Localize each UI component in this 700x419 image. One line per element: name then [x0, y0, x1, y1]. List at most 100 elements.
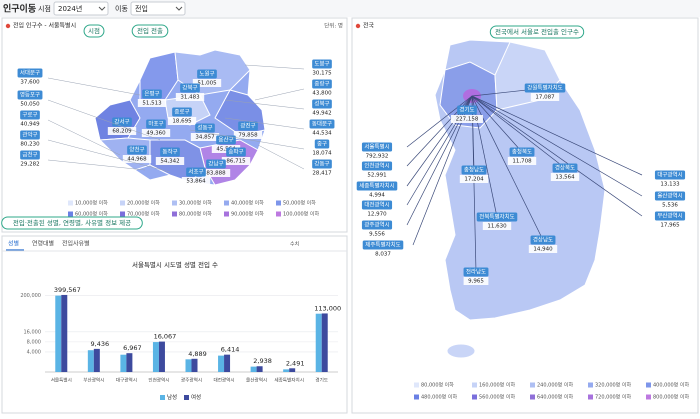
label-name: 도봉구 — [314, 61, 329, 68]
annotation-bubble — [1, 216, 143, 230]
bar — [152, 342, 159, 372]
label-name-bg — [312, 159, 332, 169]
x-tick-label: 경기도 — [315, 377, 328, 384]
label-name: 강동구 — [314, 161, 329, 168]
total-label: 2,938 — [253, 357, 272, 365]
label-value: 18,074 — [312, 151, 332, 157]
y-tick-label: 8,000 — [27, 339, 41, 345]
annotation-text: 전입 전출 — [137, 26, 163, 35]
tab[interactable]: 성별 — [8, 240, 19, 248]
label-name-bg — [216, 135, 236, 145]
label-name: 구로구 — [22, 112, 37, 119]
label-name: 중랑구 — [314, 81, 329, 88]
label-value-bg — [190, 133, 220, 141]
label-value-bg — [507, 157, 537, 165]
leader-line — [224, 117, 305, 130]
label-value: 12,970 — [367, 212, 387, 218]
label-name-bg — [362, 240, 404, 250]
label-name: 세종특별자치시 — [359, 182, 394, 190]
dropdown-arrow — [175, 6, 183, 11]
label-value-bg — [201, 169, 231, 177]
bar — [93, 348, 100, 372]
label-value-bg — [221, 157, 251, 165]
x-tick-label: 대전광역시 — [213, 377, 234, 384]
label-value: 30,175 — [312, 71, 332, 77]
bar — [87, 350, 94, 372]
pin-icon — [355, 23, 361, 29]
label-value-bg — [122, 155, 152, 163]
label-name: 광주광역시 — [364, 221, 389, 229]
leader-line — [47, 159, 146, 171]
flow-arrow — [471, 95, 566, 169]
total-label: 16,067 — [154, 333, 177, 341]
label-name: 경상남도 — [533, 236, 553, 244]
legend-swatch — [276, 200, 281, 206]
legend-label: 100,000명 이하 — [283, 211, 319, 218]
label-name: 송파구 — [228, 148, 243, 156]
y-tick-label: 4,000 — [27, 349, 41, 355]
label-name-bg — [463, 267, 489, 277]
label-value-bg — [15, 120, 45, 128]
legend-label: 50,000명 이하 — [283, 200, 316, 207]
label-name: 중구 — [317, 141, 327, 148]
label-value: 51,005 — [197, 81, 217, 87]
label-name-bg — [361, 161, 393, 171]
label-value-bg — [167, 117, 197, 125]
annotation-bubble — [83, 24, 105, 38]
label-name-bg — [312, 79, 332, 89]
label-value: 44,534 — [312, 131, 332, 137]
label-value: 9,965 — [468, 279, 484, 285]
label-name-bg — [309, 119, 335, 129]
label-value-bg — [364, 191, 390, 199]
label-value-bg — [528, 245, 558, 253]
toggle-label[interactable]: 수치 — [290, 241, 299, 248]
label-value-bg — [482, 222, 512, 230]
label-name-bg — [530, 235, 556, 245]
label-value: 31,483 — [180, 95, 200, 101]
legend-label: 70,000명 이하 — [127, 211, 160, 218]
total-label: 399,567 — [54, 286, 81, 294]
period-dropdown[interactable] — [53, 1, 109, 16]
label-value: 5,536 — [662, 203, 678, 209]
label-name-bg — [361, 142, 393, 152]
bar — [321, 313, 328, 372]
total-label: 113,000 — [314, 304, 341, 312]
tab[interactable]: 연령대별 — [32, 240, 54, 248]
label-name-bg — [356, 181, 398, 191]
label-name-bg — [226, 147, 246, 157]
label-value-bg — [364, 230, 390, 238]
korea-map — [434, 39, 606, 359]
label-name: 용산구 — [218, 136, 233, 144]
move-dropdown[interactable] — [130, 1, 186, 16]
label-name-bg — [314, 139, 330, 149]
label-name-bg — [461, 165, 487, 175]
korea-map-title: 전국 — [363, 22, 375, 30]
label-value: 44,968 — [127, 157, 147, 163]
label-value: 54,342 — [160, 159, 179, 165]
bar — [218, 355, 225, 372]
move-value: 전입 — [135, 4, 148, 13]
label-value: 14,940 — [533, 247, 553, 253]
legend-label: 남성 — [167, 393, 177, 401]
y-tick-label: 200,000 — [20, 293, 41, 299]
label-name: 서대문구 — [20, 69, 40, 77]
leader-line — [47, 77, 141, 96]
label-value-bg — [459, 175, 489, 183]
label-value-bg — [463, 277, 489, 285]
label-name-bg — [112, 117, 132, 127]
label-value-bg — [307, 109, 337, 117]
label-value-bg — [15, 78, 45, 86]
label-name: 울산광역시 — [657, 192, 682, 200]
label-value: 227,158 — [456, 117, 479, 123]
label-value-bg — [141, 129, 171, 137]
label-value-bg — [15, 160, 45, 168]
label-name-bg — [312, 99, 332, 109]
label-value: 86,715 — [226, 159, 246, 165]
label-name: 대구광역시 — [657, 171, 682, 179]
tab[interactable]: 전입사유별 — [62, 240, 90, 248]
legend-label: 90,000명 이하 — [231, 211, 264, 218]
chart-title: 서울특별시 시도별 성별 전입 수 — [132, 260, 218, 269]
legend-swatch — [224, 200, 229, 206]
flow-arrow — [406, 95, 473, 148]
label-value-bg — [451, 115, 483, 123]
